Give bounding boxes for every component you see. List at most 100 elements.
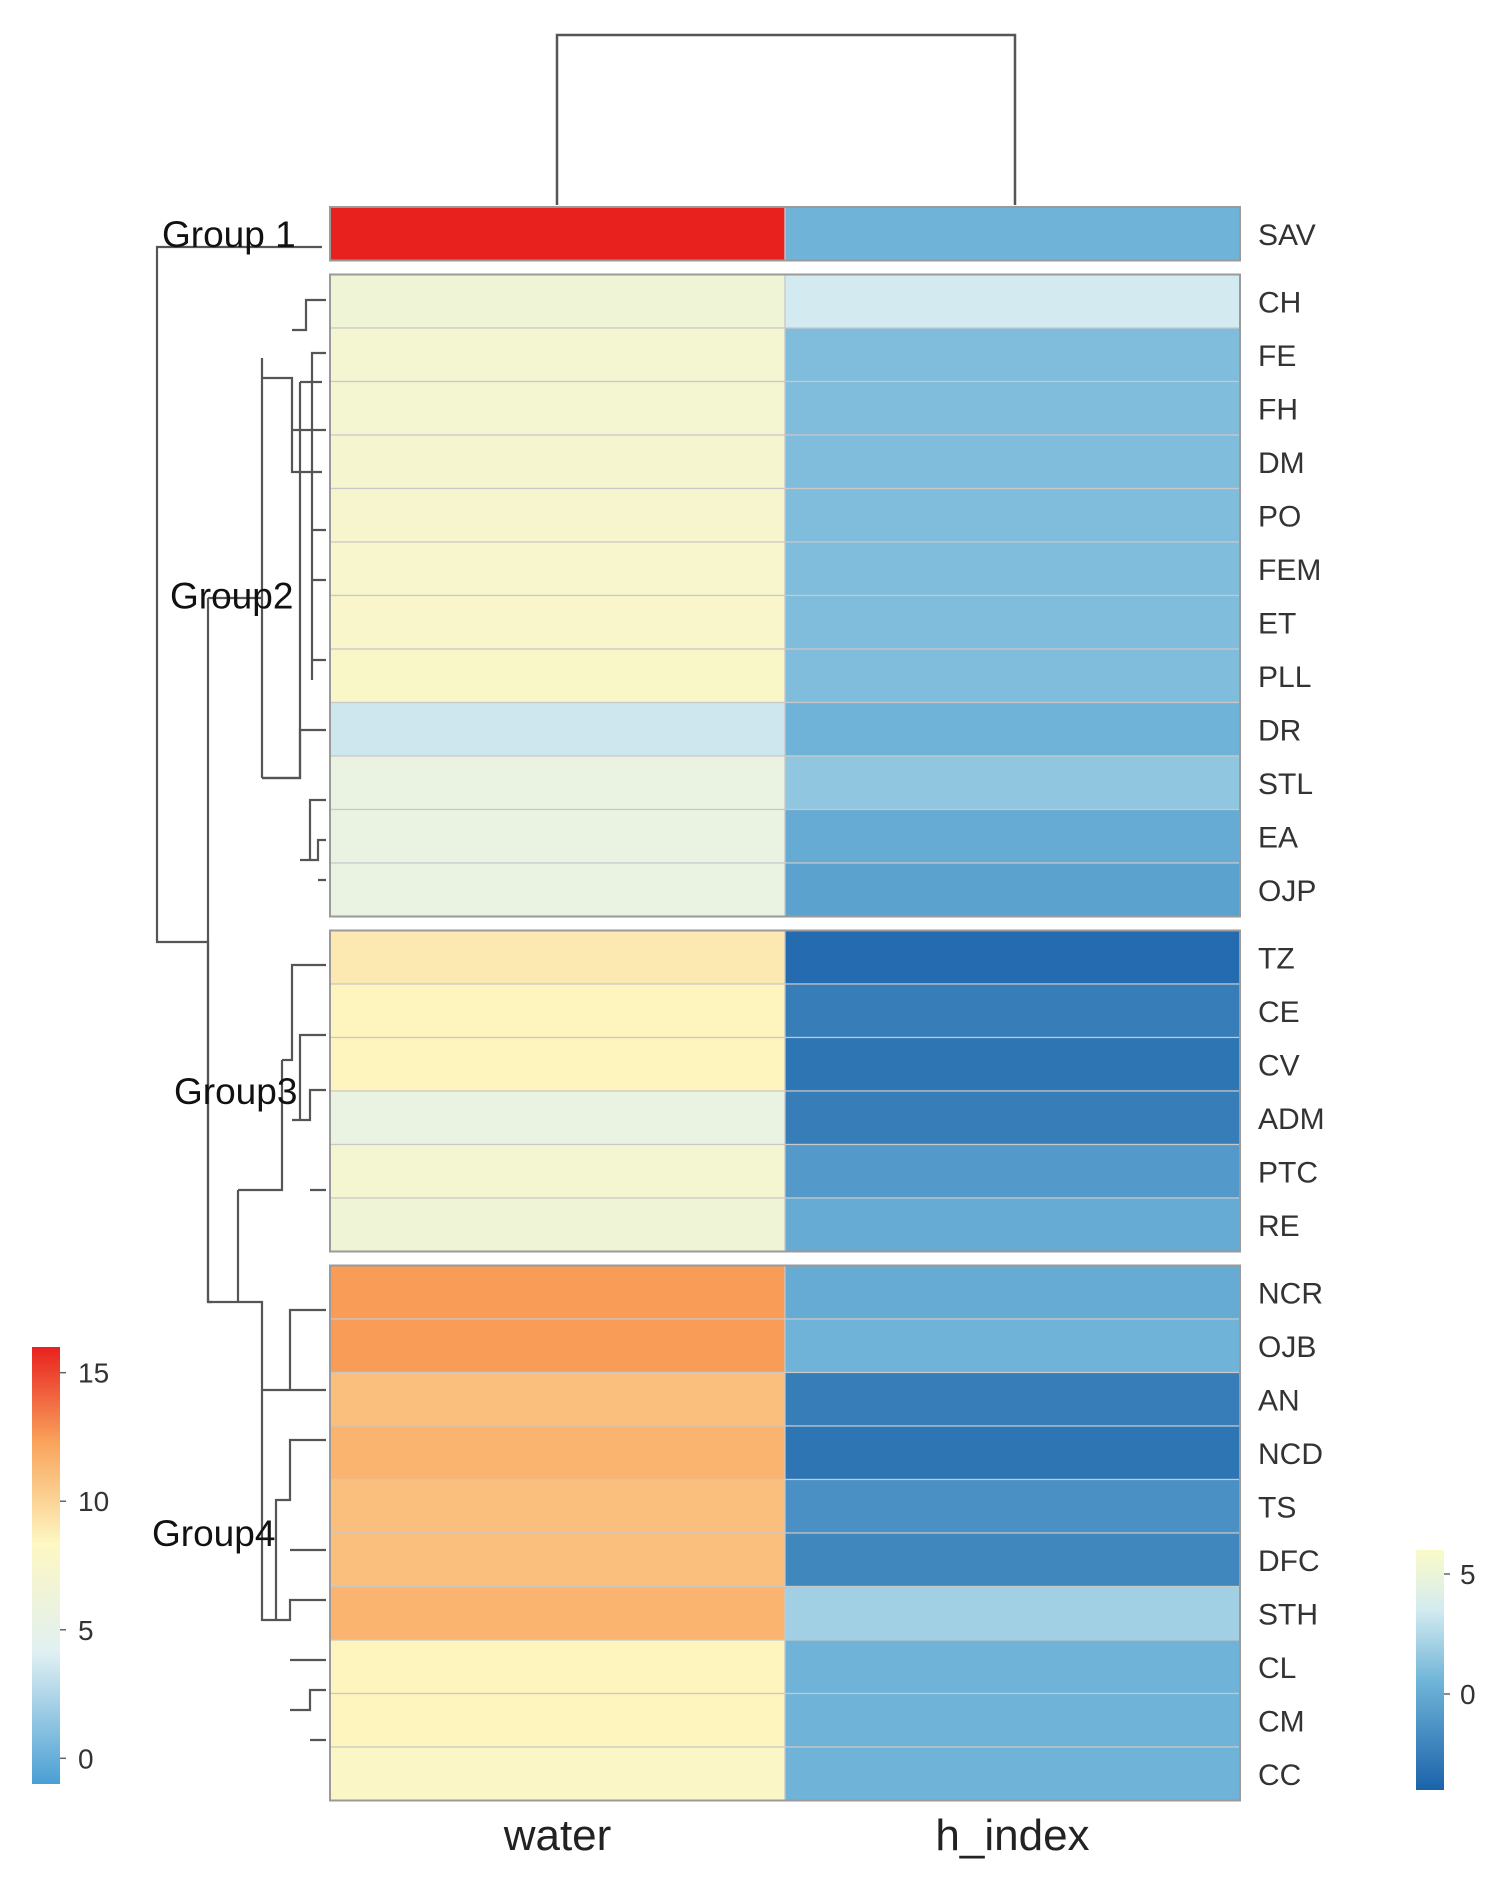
water-legend-tick-label: 5 — [78, 1615, 94, 1646]
row-label-et: ET — [1258, 607, 1296, 640]
cell-water-fem — [329, 541, 786, 597]
column-dendrogram — [555, 33, 1017, 205]
row-label-adm: ADM — [1258, 1103, 1325, 1136]
group-label-1: Group 1 — [162, 214, 296, 255]
cell-h-index-et — [784, 594, 1241, 650]
row-label-ncd: NCD — [1258, 1438, 1323, 1471]
row-label-ts: TS — [1258, 1491, 1296, 1524]
cell-water-fe — [329, 327, 786, 383]
group-frame-4 — [329, 1264, 1241, 1802]
cell-water-re — [329, 1197, 786, 1253]
heatmap-cells — [329, 206, 1241, 1802]
cell-h-index-sav — [784, 206, 1241, 262]
column-label-water: water — [503, 1811, 612, 1860]
row-label-cc: CC — [1258, 1759, 1301, 1792]
row-label-ptc: PTC — [1258, 1156, 1318, 1189]
row-label-sth: STH — [1258, 1598, 1318, 1631]
cell-h-index-ptc — [784, 1143, 1241, 1199]
cell-h-index-adm — [784, 1090, 1241, 1146]
cell-water-pll — [329, 648, 786, 704]
cell-water-ncd — [329, 1425, 786, 1481]
row-label-ce: CE — [1258, 996, 1300, 1029]
cell-h-index-stl — [784, 755, 1241, 811]
cell-h-index-fem — [784, 541, 1241, 597]
group-label-3: Group3 — [174, 1071, 297, 1112]
cell-h-index-ea — [784, 808, 1241, 864]
cell-h-index-dr — [784, 701, 1241, 757]
cell-water-cl — [329, 1639, 786, 1695]
h-index-legend-tick-label: 5 — [1460, 1559, 1476, 1590]
row-label-ea: EA — [1258, 821, 1298, 854]
cell-water-fh — [329, 380, 786, 436]
cell-water-cv — [329, 1036, 786, 1092]
row-label-cl: CL — [1258, 1652, 1296, 1685]
row-label-fh: FH — [1258, 393, 1298, 426]
group-frames — [329, 206, 1241, 1802]
group-label-2: Group2 — [170, 576, 293, 617]
row-label-sav: SAV — [1258, 219, 1316, 252]
row-label-an: AN — [1258, 1384, 1300, 1417]
cell-water-ojp — [329, 862, 786, 918]
row-label-ojb: OJB — [1258, 1331, 1316, 1364]
row-label-cm: CM — [1258, 1705, 1305, 1738]
cell-water-cc — [329, 1746, 786, 1802]
cell-h-index-ce — [784, 983, 1241, 1039]
cell-water-ojb — [329, 1318, 786, 1374]
row-label-stl: STL — [1258, 768, 1313, 801]
row-label-ch: CH — [1258, 286, 1301, 319]
cell-h-index-pll — [784, 648, 1241, 704]
cell-h-index-ncr — [784, 1264, 1241, 1320]
group-frame-3 — [329, 929, 1241, 1253]
group-label-4: Group4 — [152, 1513, 275, 1554]
cell-h-index-cl — [784, 1639, 1241, 1695]
cell-water-an — [329, 1371, 786, 1427]
cell-h-index-ojb — [784, 1318, 1241, 1374]
cell-h-index-dfc — [784, 1532, 1241, 1588]
h-index-legend-bar — [1416, 1550, 1444, 1790]
water-color-legend: 0 5 10 15 — [32, 1347, 109, 1784]
cell-water-sav — [329, 206, 786, 262]
row-label-cv: CV — [1258, 1049, 1300, 1082]
cell-water-dr — [329, 701, 786, 757]
cell-h-index-cm — [784, 1692, 1241, 1748]
cell-h-index-cv — [784, 1036, 1241, 1092]
row-label-fem: FEM — [1258, 554, 1321, 587]
cell-water-cm — [329, 1692, 786, 1748]
row-label-pll: PLL — [1258, 661, 1311, 694]
cell-water-dfc — [329, 1532, 786, 1588]
cell-h-index-re — [784, 1197, 1241, 1253]
cell-h-index-cc — [784, 1746, 1241, 1802]
row-label-po: PO — [1258, 500, 1301, 533]
cell-h-index-an — [784, 1371, 1241, 1427]
cell-water-po — [329, 487, 786, 543]
cell-water-adm — [329, 1090, 786, 1146]
cell-water-et — [329, 594, 786, 650]
cell-h-index-ch — [784, 273, 1241, 329]
cell-h-index-dm — [784, 434, 1241, 490]
row-dendrogram — [155, 245, 326, 1742]
row-label-ojp: OJP — [1258, 875, 1316, 908]
cell-water-sth — [329, 1585, 786, 1641]
cell-h-index-ncd — [784, 1425, 1241, 1481]
cell-water-ch — [329, 273, 786, 329]
water-legend-bar — [32, 1347, 60, 1784]
row-labels: SAV CH FE FH DM PO FEM ET PLL DR STL EA OJP TZ CE CV ADM… — [1258, 219, 1325, 1792]
cell-water-ptc — [329, 1143, 786, 1199]
group-frame-1 — [329, 206, 1241, 262]
row-label-fe: FE — [1258, 340, 1296, 373]
water-legend-tick-label: 15 — [78, 1358, 109, 1389]
water-legend-tick-label: 0 — [78, 1743, 94, 1774]
column-label-h-index: h_index — [935, 1811, 1089, 1860]
group-labels: Group 1 Group2 Group3 Group4 — [152, 214, 297, 1554]
column-labels: water h_index — [503, 1811, 1090, 1860]
cell-h-index-fh — [784, 380, 1241, 436]
cell-h-index-ts — [784, 1478, 1241, 1534]
cell-water-dm — [329, 434, 786, 490]
row-label-tz: TZ — [1258, 942, 1295, 975]
cell-h-index-ojp — [784, 862, 1241, 918]
water-legend-tick-label: 10 — [78, 1486, 109, 1517]
cell-water-ea — [329, 808, 786, 864]
cell-h-index-tz — [784, 929, 1241, 985]
cell-water-ce — [329, 983, 786, 1039]
